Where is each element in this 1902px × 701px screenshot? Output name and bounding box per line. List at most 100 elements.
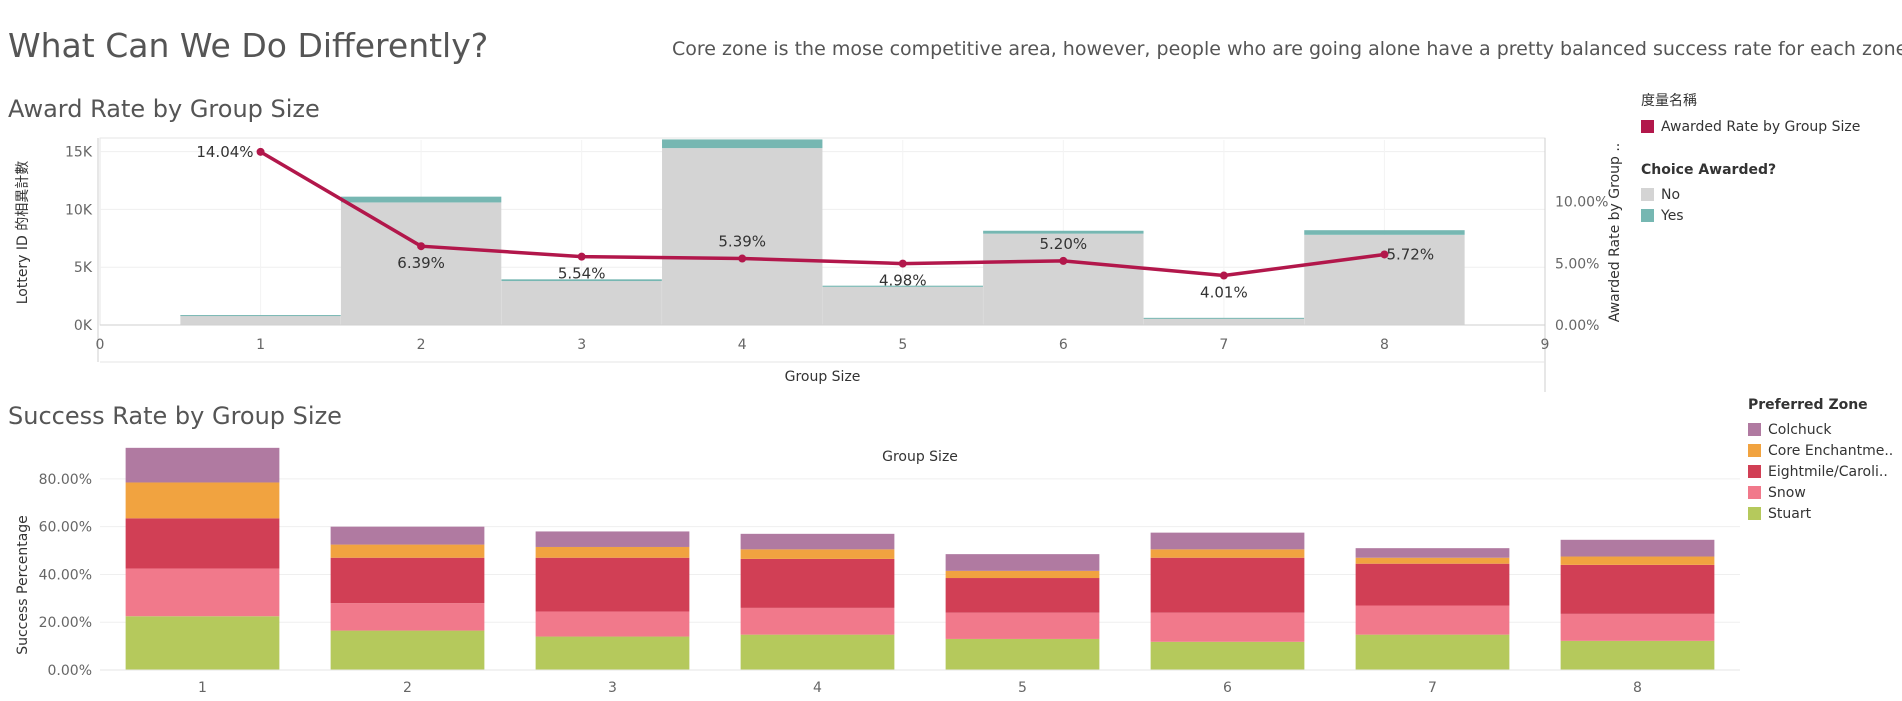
x-tick-label: 3 [608,680,617,696]
x-tick-label: 8 [1633,680,1642,696]
x-tick-label: 9 [1541,337,1550,353]
bar-yes [662,139,823,149]
rate-data-label: 5.72% [1386,245,1434,263]
rate-point [577,252,586,261]
choice-legend-title: Choice Awarded? [1641,162,1777,178]
legend-item-no[interactable]: No [1641,184,1776,205]
rate-point [1219,271,1228,280]
bar-segment-stuart [1560,640,1715,670]
bar-segment-core-enchantme [535,546,690,558]
legend-item-awarded-rate[interactable]: Awarded Rate by Group Size [1641,116,1860,137]
legend-swatch [1641,209,1654,222]
right-y-tick-label: 10.00% [1555,195,1608,211]
bar-segment-core-enchantme [945,570,1100,579]
zone-legend-title: Preferred Zone [1748,397,1868,413]
bar-yes [822,285,983,287]
bar-no [983,233,1144,325]
legend-label: Colchuck [1768,421,1832,438]
legend-label: Stuart [1768,505,1812,522]
y-tick-label: 0.00% [48,663,92,679]
bar-segment-core-enchantme [330,544,485,558]
x-tick-label: 7 [1428,680,1437,696]
y-tick-label: 40.00% [39,567,92,583]
rate-data-label: 5.20% [1040,235,1088,253]
y-tick-label: 5K [74,260,93,276]
legend-label: Yes [1661,207,1684,224]
legend-swatch [1748,507,1761,520]
measure-legend-title: 度量名稱 [1641,93,1697,109]
bar-segment-colchuck [1150,532,1305,550]
dashboard-title: What Can We Do Differently? [8,26,489,65]
legend-item-eightmile[interactable]: Eightmile/Caroli.. [1748,461,1893,482]
x-tick-label: 2 [403,680,412,696]
legend-item-yes[interactable]: Yes [1641,205,1776,226]
success-rate-section-title: Success Rate by Group Size [8,402,342,430]
bar-segment-eightmile-caroli [945,578,1100,613]
legend-swatch [1748,444,1761,457]
bar-no [1143,318,1305,325]
legend-label: Eightmile/Caroli.. [1768,463,1888,480]
bar-segment-eightmile-caroli [330,557,485,604]
bar-segment-eightmile-caroli [740,558,895,608]
bar-segment-core-enchantme [1150,549,1305,558]
x-tick-label: 5 [1018,680,1027,696]
award-rate-section-title: Award Rate by Group Size [8,95,320,123]
bar-segment-eightmile-caroli [1355,563,1510,606]
legend-label: Core Enchantme.. [1768,442,1894,459]
y-tick-label: 0K [74,318,93,334]
choice-awarded-legend: Choice Awarded? No Yes [1641,162,1776,226]
legend-item-colchuck[interactable]: Colchuck [1748,419,1893,440]
x-tick-label: 1 [256,337,265,353]
bar-segment-snow [1355,605,1510,635]
bar-segment-eightmile-caroli [535,557,690,612]
bar-segment-snow [535,611,690,637]
bar-segment-snow [945,612,1100,639]
y-tick-label: 20.00% [39,615,92,631]
legend-item-stuart[interactable]: Stuart [1748,503,1893,524]
x-tick-label: 2 [417,337,426,353]
awarded-rate-line [259,150,1385,278]
y-axis-title: Success Percentage [15,515,31,655]
bar-segment-colchuck [945,554,1100,571]
bar-segment-colchuck [1355,548,1510,558]
bar-segment-eightmile-caroli [1560,564,1715,614]
bar-segment-stuart [125,616,280,670]
legend-item-snow[interactable]: Snow [1748,482,1893,503]
x-tick-label: 6 [1223,680,1232,696]
bar-yes [340,196,502,203]
right-y-tick-label: 5.00% [1555,256,1599,272]
legend-swatch [1748,465,1761,478]
bar-segment-stuart [535,636,690,670]
right-y-tick-label: 0.00% [1555,318,1599,334]
bar-no [180,315,341,325]
rate-point [1059,256,1068,265]
bar-segment-core-enchantme [125,482,280,519]
rate-point [738,254,747,263]
bar-segment-eightmile-caroli [125,518,280,569]
bar-yes [180,315,341,317]
success-rate-chart[interactable]: Group Size 0.00% 20.00% 40.00% 60.00% 80.00% S… [0,435,1745,701]
legend-label: Awarded Rate by Group Size [1661,118,1861,135]
bar-yes [1143,317,1305,319]
bar-segment-colchuck [1560,539,1715,557]
x-tick-label: 4 [738,337,747,353]
legend-label: Snow [1768,484,1806,501]
rate-data-label: 14.04% [196,143,253,161]
legend-swatch [1641,188,1654,201]
legend-item-core-enchantments[interactable]: Core Enchantme.. [1748,440,1893,461]
rate-data-label: 6.39% [397,254,445,272]
x-tick-label: 5 [898,337,907,353]
rate-point [898,259,907,268]
x-tick-label: 8 [1380,337,1389,353]
bar-yes [501,279,662,282]
bar-segment-stuart [1355,634,1510,670]
x-tick-label: 6 [1059,337,1068,353]
x-tick-label: 3 [577,337,586,353]
bar-segment-colchuck [330,526,485,545]
bar-no [662,148,823,325]
bar-segment-snow [1150,612,1305,642]
rate-point [1380,250,1389,259]
rate-data-label: 4.98% [879,272,927,290]
award-rate-chart[interactable]: 0K 5K 10K 15K 0 1 2 3 4 5 6 7 8 9 Group Size Lottery ID… [0,130,1640,392]
bar-segment-core-enchantme [740,549,895,559]
